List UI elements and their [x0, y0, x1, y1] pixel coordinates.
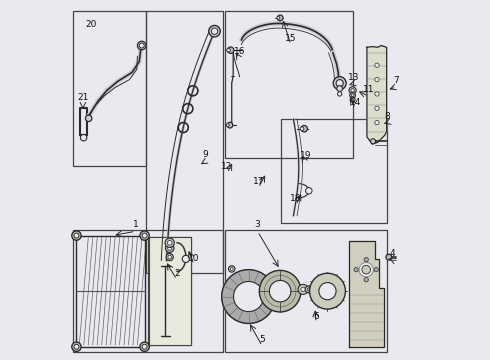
Circle shape — [362, 265, 370, 274]
Circle shape — [375, 106, 379, 111]
Circle shape — [227, 48, 230, 52]
Polygon shape — [367, 45, 387, 144]
Text: 7: 7 — [393, 76, 399, 85]
Circle shape — [74, 344, 79, 349]
Text: 2: 2 — [174, 269, 180, 278]
Circle shape — [137, 41, 146, 50]
Circle shape — [234, 282, 264, 312]
Circle shape — [72, 342, 81, 351]
Circle shape — [277, 17, 280, 19]
Circle shape — [337, 86, 343, 91]
Circle shape — [85, 115, 92, 122]
Text: 18: 18 — [290, 194, 302, 203]
Circle shape — [350, 93, 355, 98]
Circle shape — [80, 134, 87, 141]
Circle shape — [72, 231, 81, 240]
Circle shape — [351, 89, 354, 92]
Circle shape — [333, 77, 346, 90]
Text: 3: 3 — [255, 220, 260, 229]
Circle shape — [306, 188, 312, 194]
Circle shape — [375, 77, 379, 82]
Circle shape — [349, 87, 356, 94]
Text: 16: 16 — [234, 48, 245, 57]
Circle shape — [209, 26, 221, 37]
Text: 5: 5 — [259, 335, 265, 344]
Bar — [148, 237, 191, 345]
Circle shape — [140, 342, 149, 351]
Circle shape — [375, 92, 379, 96]
Text: 1: 1 — [133, 220, 139, 229]
Circle shape — [74, 233, 79, 238]
Circle shape — [226, 124, 229, 127]
Circle shape — [182, 255, 190, 262]
Text: 19: 19 — [299, 151, 311, 160]
Bar — [73, 12, 147, 166]
Circle shape — [168, 255, 172, 259]
Circle shape — [142, 233, 147, 238]
Circle shape — [375, 121, 379, 125]
Text: 15: 15 — [285, 34, 296, 43]
Text: 17: 17 — [252, 177, 264, 186]
Circle shape — [259, 270, 301, 312]
Bar — [225, 230, 387, 352]
Circle shape — [309, 285, 318, 294]
Circle shape — [351, 94, 354, 97]
Text: 20: 20 — [86, 19, 97, 28]
Circle shape — [166, 244, 174, 252]
Circle shape — [227, 122, 233, 128]
Circle shape — [166, 253, 173, 261]
Text: 21: 21 — [77, 93, 89, 102]
Circle shape — [270, 280, 291, 302]
Text: 10: 10 — [188, 254, 200, 263]
Circle shape — [354, 267, 358, 272]
Circle shape — [350, 97, 355, 102]
Circle shape — [277, 15, 283, 21]
Circle shape — [307, 288, 311, 291]
Circle shape — [375, 63, 379, 67]
Circle shape — [140, 231, 149, 240]
Circle shape — [370, 139, 375, 144]
Circle shape — [364, 278, 368, 282]
Circle shape — [300, 127, 304, 131]
Text: 14: 14 — [350, 98, 361, 107]
Circle shape — [319, 283, 336, 300]
Bar — [225, 12, 353, 158]
Circle shape — [139, 43, 144, 48]
Text: 13: 13 — [347, 73, 359, 82]
Circle shape — [338, 92, 342, 96]
Circle shape — [142, 344, 147, 349]
Circle shape — [310, 273, 345, 309]
Circle shape — [168, 240, 172, 245]
Bar — [147, 12, 223, 273]
Circle shape — [168, 246, 172, 250]
Text: 8: 8 — [384, 112, 390, 121]
Circle shape — [386, 254, 392, 260]
Circle shape — [359, 262, 373, 277]
Circle shape — [227, 47, 234, 53]
Circle shape — [230, 267, 233, 270]
Text: 9: 9 — [203, 150, 208, 159]
Circle shape — [336, 80, 343, 87]
Circle shape — [374, 267, 378, 272]
Circle shape — [211, 28, 218, 35]
Circle shape — [301, 287, 305, 292]
Text: 12: 12 — [221, 162, 233, 171]
Circle shape — [301, 126, 307, 132]
Bar — [73, 230, 223, 352]
Circle shape — [312, 287, 316, 292]
Circle shape — [228, 266, 235, 272]
Circle shape — [298, 284, 308, 294]
Polygon shape — [349, 241, 384, 347]
Text: 6: 6 — [313, 312, 319, 321]
Circle shape — [364, 257, 368, 262]
Bar — [281, 119, 387, 223]
Text: 4: 4 — [390, 249, 395, 258]
Circle shape — [165, 238, 174, 247]
Circle shape — [305, 286, 313, 293]
Bar — [149, 237, 191, 345]
Text: 11: 11 — [363, 85, 374, 94]
